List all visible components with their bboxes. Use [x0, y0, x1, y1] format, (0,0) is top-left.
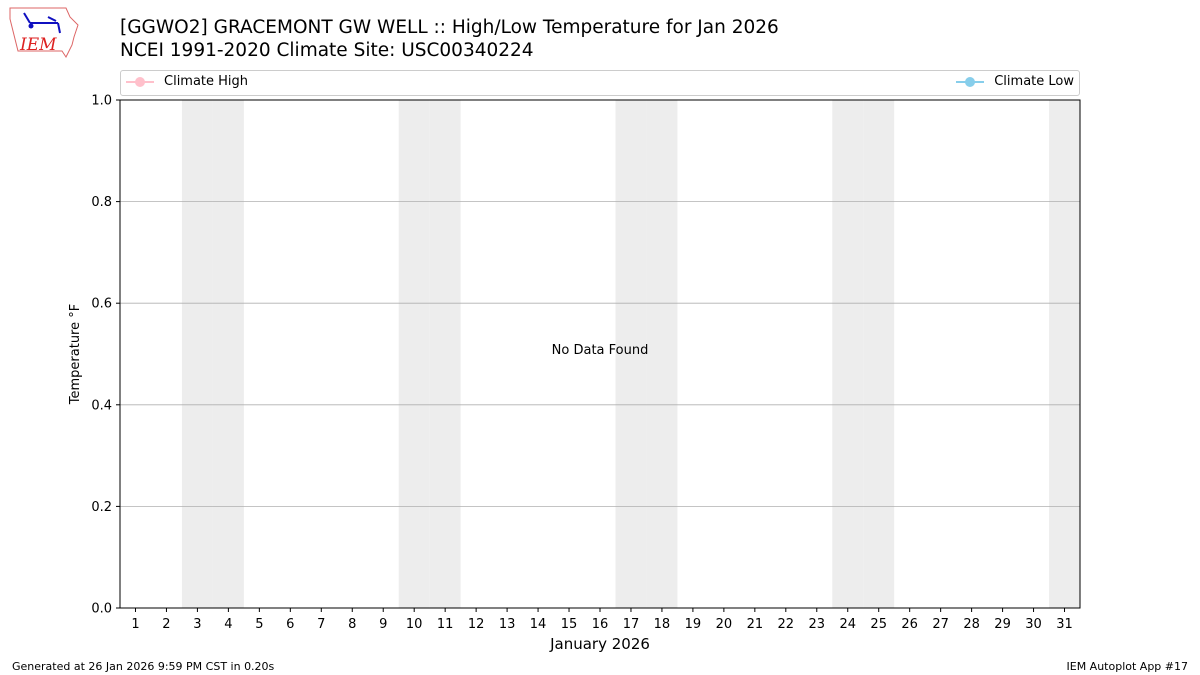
x-tick-label: 11	[437, 617, 454, 632]
weekend-shade	[429, 100, 461, 608]
chart-subtitle: NCEI 1991-2020 Climate Site: USC00340224	[120, 40, 534, 61]
x-tick-label: 12	[468, 617, 485, 632]
iem-logo: IEM	[9, 7, 79, 58]
x-tick-label: 3	[193, 617, 201, 632]
x-tick-label: 5	[255, 617, 263, 632]
weekend-shade	[832, 100, 864, 608]
x-tick-label: 24	[839, 617, 856, 632]
x-tick-label: 21	[747, 617, 764, 632]
weekend-shade	[212, 100, 244, 608]
x-tick-label: 19	[685, 617, 702, 632]
chart-title: [GGWO2] GRACEMONT GW WELL :: High/Low Te…	[120, 17, 779, 38]
x-axis-label: January 2026	[549, 635, 650, 653]
weekend-shade	[646, 100, 678, 608]
x-tick-label: 2	[162, 617, 170, 632]
legend-label: Climate Low	[994, 74, 1074, 89]
x-tick-label: 4	[224, 617, 232, 632]
x-tick-label: 15	[561, 617, 578, 632]
pink-line-marker-icon	[126, 76, 154, 87]
generated-timestamp: Generated at 26 Jan 2026 9:59 PM CST in …	[12, 660, 275, 673]
x-tick-label: 13	[499, 617, 516, 632]
x-tick-label: 10	[406, 617, 423, 632]
x-tick-label: 9	[379, 617, 387, 632]
x-tick-label: 14	[530, 617, 547, 632]
x-tick-label: 8	[348, 617, 356, 632]
legend: Climate High Climate Low	[120, 70, 1080, 96]
x-tick-label: 18	[654, 617, 671, 632]
x-tick-label: 25	[870, 617, 887, 632]
x-tick-label: 22	[778, 617, 795, 632]
legend-label: Climate High	[164, 74, 249, 89]
x-tick-label: 17	[623, 617, 640, 632]
weekend-shade	[1049, 100, 1080, 608]
weekend-shade	[398, 100, 430, 608]
legend-item-climate-high: Climate High	[126, 74, 248, 89]
x-tick-label: 20	[716, 617, 733, 632]
x-tick-label: 6	[286, 617, 294, 632]
app-label: IEM Autoplot App #17	[1066, 660, 1189, 673]
y-tick-label: 0.8	[91, 195, 112, 210]
weekend-shade	[863, 100, 895, 608]
y-tick-label: 1.0	[91, 94, 112, 109]
weekend-shade	[181, 100, 213, 608]
y-tick-label: 0.0	[91, 602, 112, 617]
legend-item-climate-low: Climate Low	[956, 74, 1074, 89]
x-tick-label: 29	[994, 617, 1011, 632]
no-data-annotation: No Data Found	[552, 343, 649, 358]
x-tick-label: 7	[317, 617, 325, 632]
y-tick-label: 0.2	[91, 500, 112, 515]
x-tick-label: 26	[901, 617, 918, 632]
x-tick-label: 1	[131, 617, 139, 632]
x-tick-label: 30	[1025, 617, 1042, 632]
x-tick-label: 23	[809, 617, 826, 632]
blue-line-marker-icon	[956, 76, 985, 87]
x-tick-label: 31	[1056, 617, 1073, 632]
x-tick-label: 28	[963, 617, 980, 632]
weekend-shade	[615, 100, 647, 608]
y-tick-label: 0.6	[91, 297, 112, 312]
x-tick-label: 27	[932, 617, 949, 632]
y-tick-label: 0.4	[91, 398, 112, 413]
x-tick-label: 16	[592, 617, 609, 632]
y-axis-label: Temperature °F	[68, 304, 83, 405]
svg-text:IEM: IEM	[19, 35, 57, 55]
